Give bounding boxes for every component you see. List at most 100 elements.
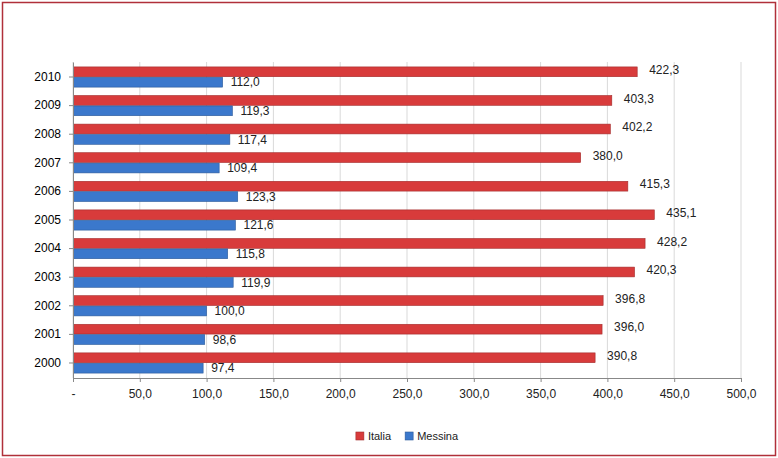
x-tick-mark (541, 378, 542, 382)
y-tick-label: 2010 (34, 70, 61, 84)
y-tick-mark (69, 220, 73, 221)
y-tick: 2002 (34, 299, 73, 313)
x-tick-label: 150,0 (259, 387, 289, 401)
data-label: 123,3 (246, 190, 276, 204)
x-tick-mark (273, 378, 274, 382)
data-label: 428,2 (657, 235, 687, 249)
y-tick-mark (69, 77, 73, 78)
bar (73, 296, 603, 306)
x-tick-mark (73, 378, 74, 382)
y-tick-label: 2001 (34, 327, 61, 341)
bar (73, 192, 238, 202)
data-label: 119,3 (240, 104, 269, 118)
bar (73, 220, 235, 230)
bar (73, 267, 635, 277)
data-label: 109,4 (227, 161, 257, 175)
legend-swatch (405, 432, 413, 440)
bar (73, 363, 203, 373)
y-tick: 2005 (34, 213, 73, 227)
data-label: 396,0 (614, 320, 644, 334)
data-label: 121,6 (243, 218, 273, 232)
y-tick: 2000 (34, 356, 73, 370)
bar (73, 96, 612, 106)
bar (73, 335, 205, 345)
x-tick-label: - (72, 387, 76, 401)
y-tick-label: 2009 (34, 98, 61, 112)
x-tick-label: 100,0 (192, 387, 222, 401)
data-label: 97,4 (211, 361, 235, 375)
y-tick-label: 2002 (34, 299, 61, 313)
y-tick-mark (69, 191, 73, 192)
x-tick: 150,0 (259, 378, 289, 401)
data-label: 402,2 (622, 120, 652, 134)
x-tick-mark (340, 378, 341, 382)
y-axis-line (73, 63, 74, 379)
y-tick-label: 2003 (34, 270, 61, 284)
y-tick: 2003 (34, 270, 73, 284)
x-tick-mark (407, 378, 408, 382)
x-tick: 300,0 (459, 378, 489, 401)
data-label: 420,3 (647, 263, 677, 277)
y-tick-mark (69, 248, 73, 249)
x-tick: 250,0 (392, 378, 422, 401)
x-tick-mark (140, 378, 141, 382)
y-tick-mark (69, 105, 73, 106)
y-tick-label: 2005 (34, 213, 61, 227)
y-tick-label: 2006 (34, 184, 61, 198)
legend: Italia Messina (356, 430, 459, 442)
grid-line (674, 62, 675, 378)
grid (73, 62, 741, 378)
data-label: 115,8 (236, 247, 265, 261)
x-tick-label: 350,0 (526, 387, 556, 401)
legend-item: Italia (356, 430, 392, 442)
y-tick: 2009 (34, 98, 73, 112)
x-tick-mark (741, 378, 742, 382)
legend-item: Messina (405, 430, 459, 442)
x-tick-label: 250,0 (392, 387, 422, 401)
bar (73, 163, 219, 173)
data-label: 119,9 (241, 276, 270, 290)
y-tick-label: 2000 (34, 356, 61, 370)
grid-line (741, 62, 742, 378)
x-tick-label: 400,0 (593, 387, 623, 401)
x-tick: 400,0 (593, 378, 623, 401)
y-tick-label: 2008 (34, 127, 61, 141)
x-tick: 100,0 (192, 378, 222, 401)
y-tick: 2004 (34, 241, 73, 255)
data-labels: 390,8396,0396,8420,3428,2435,1415,3380,0… (211, 63, 697, 375)
bar (73, 324, 602, 334)
bar (73, 124, 610, 134)
x-tick-label: 50,0 (129, 387, 153, 401)
y-tick: 2007 (34, 156, 73, 170)
x-tick-label: 500,0 (726, 387, 756, 401)
bar (73, 249, 228, 259)
y-axis: 2000 2001 2002 2003 2004 2005 2006 2007 2008 2009… (34, 63, 73, 379)
legend-label: Messina (417, 430, 459, 442)
y-tick-mark (69, 305, 73, 306)
data-label: 98,6 (213, 333, 237, 347)
y-tick-mark (69, 134, 73, 135)
y-tick-mark (69, 334, 73, 335)
x-tick-mark (607, 378, 608, 382)
data-label: 390,8 (607, 349, 637, 363)
bar (73, 181, 628, 191)
x-tick-mark (207, 378, 208, 382)
x-tick-mark (674, 378, 675, 382)
data-label: 117,4 (238, 133, 267, 147)
x-axis: -50,0100,0150,0200,0250,0300,0350,0400,0… (72, 378, 757, 401)
chart: 390,8396,0396,8420,3428,2435,1415,3380,0… (0, 0, 778, 458)
bars (73, 67, 654, 373)
data-label: 435,1 (666, 206, 696, 220)
data-label: 396,8 (615, 292, 645, 306)
plot: 390,8396,0396,8420,3428,2435,1415,3380,0… (34, 62, 757, 401)
data-label: 422,3 (649, 63, 679, 77)
bar (73, 135, 230, 145)
x-tick-mark (474, 378, 475, 382)
grid-line (607, 62, 608, 378)
bar (73, 278, 233, 288)
y-tick: 2008 (34, 127, 73, 141)
y-tick: 2010 (34, 70, 73, 84)
x-tick: 450,0 (660, 378, 690, 401)
bar (73, 238, 645, 248)
x-tick-label: 300,0 (459, 387, 489, 401)
